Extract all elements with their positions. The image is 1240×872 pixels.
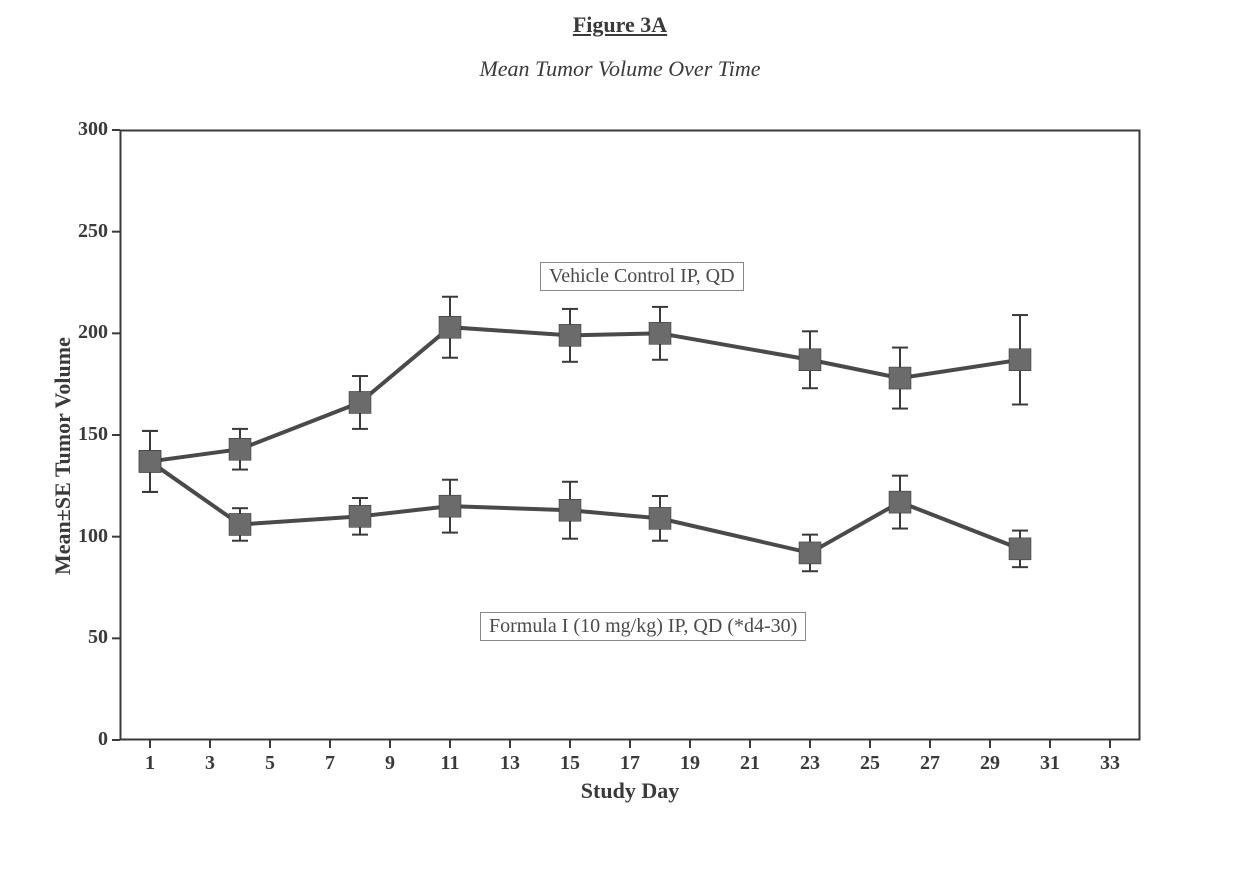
- series-label-formula-i: Formula I (10 mg/kg) IP, QD (*d4-30): [480, 612, 806, 641]
- x-tick-label: 33: [1100, 752, 1120, 775]
- figure-title: Figure 3A: [0, 12, 1240, 38]
- y-tick-label: 300: [78, 118, 108, 141]
- figure-subtitle: Mean Tumor Volume Over Time: [0, 56, 1240, 82]
- series-label-vehicle-control: Vehicle Control IP, QD: [540, 262, 744, 291]
- x-axis-label: Study Day: [0, 778, 1140, 804]
- x-tick-label: 19: [680, 752, 700, 775]
- x-tick-label: 5: [265, 752, 275, 775]
- x-tick-label: 29: [980, 752, 1000, 775]
- tumor-volume-chart: [120, 130, 1140, 740]
- y-tick-label: 0: [98, 728, 108, 751]
- x-tick-label: 15: [560, 752, 580, 775]
- y-tick-label: 250: [78, 220, 108, 243]
- x-tick-label: 11: [441, 752, 460, 775]
- y-axis-label: Mean±SE Tumor Volume: [50, 337, 76, 575]
- x-tick-label: 23: [800, 752, 820, 775]
- x-tick-label: 25: [860, 752, 880, 775]
- figure-page: Figure 3A Mean Tumor Volume Over Time Me…: [0, 0, 1240, 872]
- y-tick-label: 50: [88, 626, 108, 649]
- y-tick-label: 150: [78, 423, 108, 446]
- x-tick-label: 9: [385, 752, 395, 775]
- x-tick-label: 7: [325, 752, 335, 775]
- x-tick-label: 31: [1040, 752, 1060, 775]
- x-tick-label: 3: [205, 752, 215, 775]
- y-tick-label: 200: [78, 321, 108, 344]
- x-tick-label: 27: [920, 752, 940, 775]
- x-tick-label: 17: [620, 752, 640, 775]
- y-tick-label: 100: [78, 525, 108, 548]
- x-tick-label: 1: [145, 752, 155, 775]
- x-tick-label: 21: [740, 752, 760, 775]
- x-tick-label: 13: [500, 752, 520, 775]
